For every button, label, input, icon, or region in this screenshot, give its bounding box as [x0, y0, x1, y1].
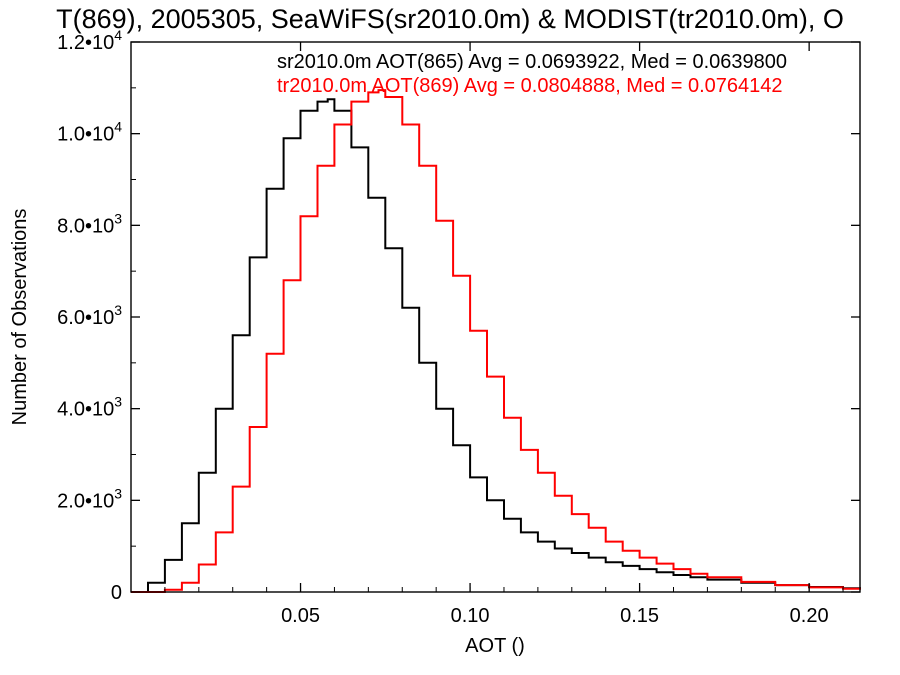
x-tick-label-3: 0.20 [790, 605, 829, 627]
series-layer [131, 89, 861, 593]
annotation-tr: tr2010.0m AOT(869) Avg = 0.0804888, Med … [277, 75, 783, 97]
x-axis-label: AOT () [465, 635, 525, 657]
x-tick-label-0: 0.05 [281, 605, 320, 627]
axis-layer [130, 41, 861, 593]
y-tick-label-0: 0 [111, 582, 122, 604]
series-line-1 [131, 89, 861, 593]
plot-frame [130, 41, 861, 593]
y-axis-label: Number of Observations [9, 209, 31, 426]
annotation-sr: sr2010.0m AOT(865) Avg = 0.0693922, Med … [277, 51, 787, 73]
y-tick-label-1: 2.0•103 [57, 485, 122, 512]
tick-layer: 0.05 0.10 0.15 0.20 0 2.0•103 4.0•103 6.0•103 8.… [57, 27, 860, 627]
y-tick-label-3: 6.0•103 [57, 302, 122, 329]
y-tick-label-6: 1.2•104 [57, 27, 122, 54]
x-tick-label-2: 0.15 [620, 605, 659, 627]
series-line-0 [131, 98, 861, 593]
x-tick-label-1: 0.10 [451, 605, 490, 627]
y-tick-label-2: 4.0•103 [57, 394, 122, 421]
chart-title: T(869), 2005305, SeaWiFS(sr2010.0m) & MO… [56, 4, 844, 34]
y-tick-label-4: 8.0•103 [57, 210, 122, 237]
y-tick-label-5: 1.0•104 [57, 119, 122, 146]
